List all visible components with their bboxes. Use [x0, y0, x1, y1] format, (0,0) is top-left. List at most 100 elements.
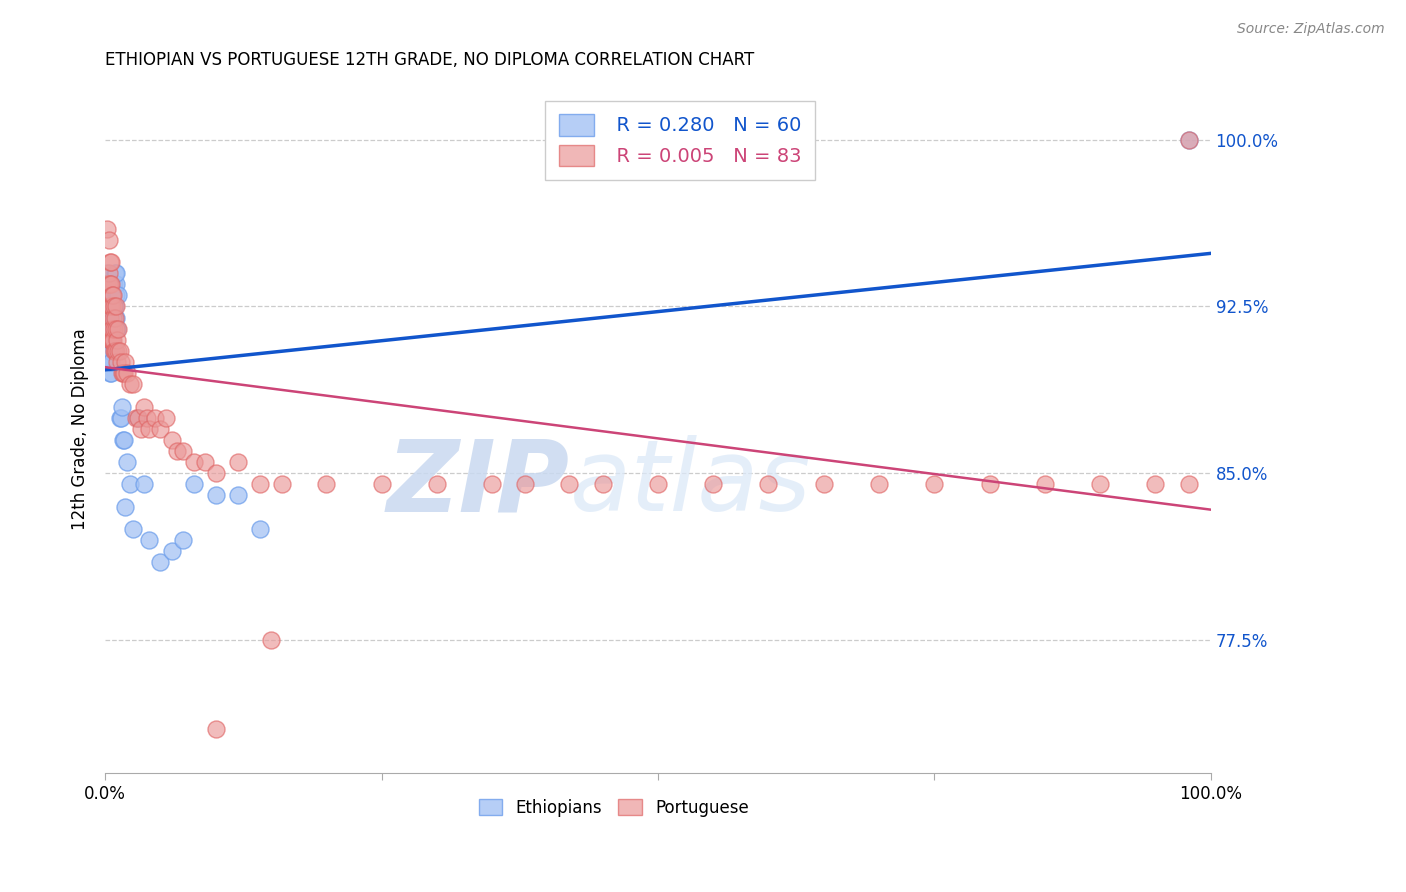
Point [143, 410, 166, 425]
Point [100, 366, 122, 380]
Point [155, 410, 177, 425]
Point [101, 277, 124, 292]
Point [592, 477, 614, 491]
Point [426, 477, 449, 491]
Point [97, 355, 120, 369]
Point [110, 355, 132, 369]
Point [160, 433, 183, 447]
Point [127, 410, 149, 425]
Point [101, 288, 124, 302]
Point [924, 477, 946, 491]
Point [271, 477, 294, 491]
Legend: Ethiopians, Portuguese: Ethiopians, Portuguese [472, 792, 755, 823]
Point [101, 300, 124, 314]
Point [108, 410, 131, 425]
Point [1144, 477, 1167, 491]
Point [103, 300, 125, 314]
Point [260, 633, 283, 648]
Point [183, 477, 205, 491]
Point [103, 310, 125, 325]
Point [702, 477, 724, 491]
Point [104, 300, 127, 314]
Text: Source: ZipAtlas.com: Source: ZipAtlas.com [1237, 22, 1385, 37]
Point [105, 277, 128, 292]
Point [114, 500, 136, 514]
Point [107, 322, 129, 336]
Text: ZIP: ZIP [387, 435, 569, 533]
Point [97, 300, 120, 314]
Point [101, 277, 124, 292]
Point [108, 343, 131, 358]
Point [97, 277, 120, 292]
Point [98, 277, 121, 292]
Point [370, 477, 392, 491]
Point [98, 355, 121, 369]
Text: atlas: atlas [569, 435, 811, 533]
Point [100, 322, 122, 336]
Point [98, 300, 121, 314]
Point [1177, 477, 1199, 491]
Point [100, 300, 122, 314]
Point [149, 422, 172, 436]
Point [121, 522, 143, 536]
Point [98, 288, 121, 302]
Point [96, 221, 118, 235]
Point [249, 522, 271, 536]
Point [97, 333, 120, 347]
Point [97, 322, 120, 336]
Point [111, 366, 134, 380]
Point [172, 533, 194, 547]
Point [101, 310, 124, 325]
Point [98, 310, 121, 325]
Point [101, 333, 124, 347]
Point [117, 455, 139, 469]
Point [105, 343, 128, 358]
Point [97, 277, 120, 292]
Point [118, 477, 141, 491]
Point [204, 467, 226, 481]
Y-axis label: 12th Grade, No Diploma: 12th Grade, No Diploma [72, 328, 89, 530]
Point [98, 333, 121, 347]
Point [111, 433, 134, 447]
Point [101, 333, 124, 347]
Point [100, 288, 122, 302]
Point [204, 722, 226, 736]
Point [1177, 133, 1199, 147]
Point [101, 333, 124, 347]
Point [104, 266, 127, 280]
Point [97, 233, 120, 247]
Point [172, 444, 194, 458]
Point [97, 277, 120, 292]
Point [105, 300, 128, 314]
Point [105, 322, 128, 336]
Point [315, 477, 337, 491]
Point [96, 277, 118, 292]
Point [100, 355, 122, 369]
Point [114, 355, 136, 369]
Point [100, 310, 122, 325]
Point [226, 488, 249, 502]
Point [100, 333, 122, 347]
Point [101, 322, 124, 336]
Point [98, 255, 121, 269]
Point [101, 322, 124, 336]
Point [481, 477, 503, 491]
Point [105, 310, 128, 325]
Point [103, 277, 125, 292]
Point [1033, 477, 1056, 491]
Point [105, 266, 128, 280]
Point [160, 544, 183, 558]
Point [149, 555, 172, 569]
Point [100, 255, 122, 269]
Point [101, 300, 124, 314]
Point [98, 333, 121, 347]
Point [129, 422, 152, 436]
Point [183, 455, 205, 469]
Point [111, 366, 134, 380]
Point [103, 322, 125, 336]
Point [138, 422, 160, 436]
Point [166, 444, 188, 458]
Point [249, 477, 271, 491]
Text: ETHIOPIAN VS PORTUGUESE 12TH GRADE, NO DIPLOMA CORRELATION CHART: ETHIOPIAN VS PORTUGUESE 12TH GRADE, NO D… [105, 51, 755, 69]
Point [194, 455, 217, 469]
